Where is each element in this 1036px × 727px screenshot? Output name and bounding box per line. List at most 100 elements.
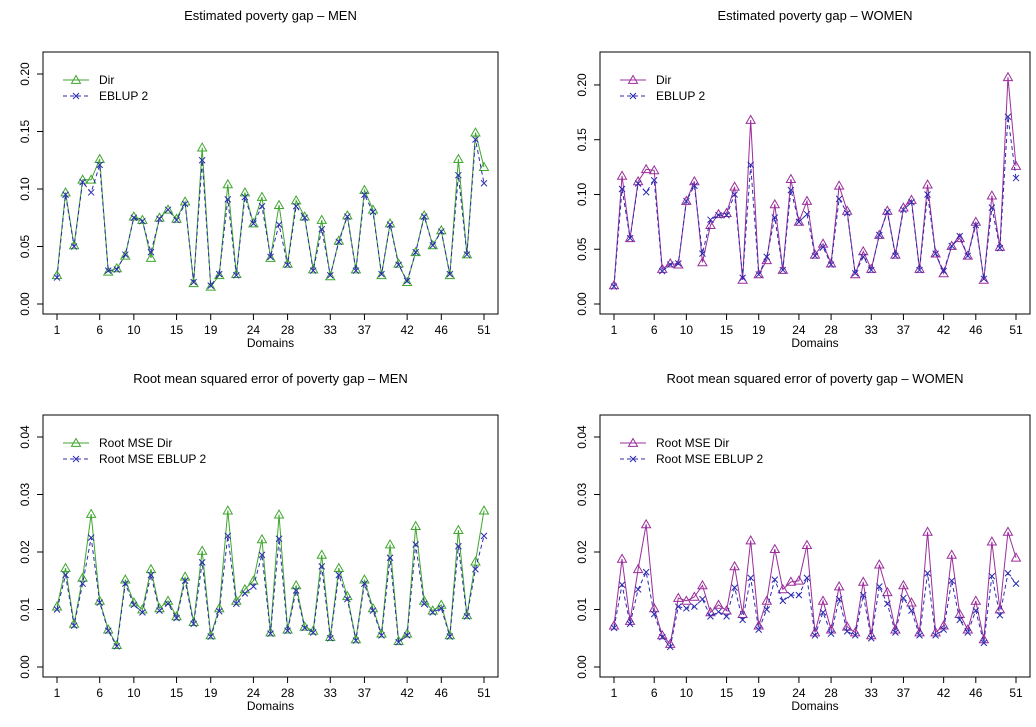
series-line — [56, 535, 485, 648]
x-tick-label: 46 — [435, 323, 449, 337]
data-point-x — [403, 632, 411, 639]
data-point-x — [811, 632, 819, 639]
y-tick-label: 0.02 — [18, 540, 32, 564]
data-point-x — [446, 633, 454, 640]
x-tick-label: 37 — [897, 686, 911, 700]
data-point-x — [113, 266, 121, 273]
data-point-x — [811, 252, 819, 260]
data-point-triangle — [1002, 526, 1014, 536]
legend-label: Dir — [656, 73, 671, 87]
x-tick-label: 51 — [477, 323, 491, 337]
data-point-x — [156, 215, 163, 223]
x-tick-label: 6 — [96, 686, 103, 700]
data-point-x — [403, 277, 411, 285]
data-point-x — [198, 156, 206, 164]
data-point-x — [258, 551, 266, 559]
data-point-x — [207, 633, 215, 640]
x-tick-label: 42 — [400, 323, 414, 337]
x-tick-label: 19 — [752, 686, 766, 700]
data-point-x — [139, 217, 146, 225]
data-point-x — [437, 228, 445, 235]
x-tick-label: 15 — [720, 323, 734, 337]
data-point-x — [691, 603, 698, 610]
data-point-x — [79, 178, 86, 186]
data-point-x — [284, 261, 291, 269]
x-tick-label: 1 — [611, 686, 618, 700]
series-eblup — [53, 532, 488, 650]
data-point-x — [900, 594, 907, 602]
series-line — [56, 139, 485, 287]
data-point-x — [739, 616, 746, 624]
data-point-triangle — [478, 161, 490, 172]
y-tick-label: 0.20 — [18, 62, 32, 86]
y-tick-label: 0.15 — [575, 128, 589, 152]
data-point-triangle — [962, 250, 974, 260]
data-point-triangle — [729, 560, 740, 571]
data-point-triangle — [777, 583, 789, 594]
data-point-x — [53, 606, 61, 613]
data-point-x — [803, 574, 811, 582]
data-point-x — [420, 600, 428, 608]
x-tick-label: 19 — [204, 323, 218, 337]
y-tick-label: 0.20 — [575, 73, 589, 97]
data-point-triangle — [745, 114, 757, 124]
y-tick-label: 0.10 — [18, 177, 32, 201]
data-point-x — [1012, 174, 1020, 182]
data-point-triangle — [785, 576, 797, 586]
data-point-x — [763, 606, 771, 613]
data-point-triangle — [188, 277, 200, 288]
data-point-x — [147, 248, 155, 256]
legend-label: Dir — [99, 73, 114, 87]
legend-triangle-marker — [627, 437, 639, 447]
data-point-triangle — [60, 562, 71, 572]
y-tick-label: 0.15 — [18, 119, 32, 143]
x-tick-label: 46 — [969, 323, 983, 337]
y-tick-label: 0.03 — [575, 482, 589, 506]
data-point-triangle — [359, 184, 370, 195]
data-point-x — [715, 608, 722, 616]
data-point-triangle — [256, 191, 268, 201]
data-point-x — [691, 182, 698, 190]
data-point-x — [843, 627, 851, 635]
x-tick-label: 10 — [680, 323, 694, 337]
data-point-triangle — [248, 575, 259, 585]
data-point-x — [301, 624, 309, 632]
data-point-x — [835, 195, 843, 203]
data-point-x — [104, 267, 112, 275]
data-point-x — [121, 580, 129, 587]
data-point-x — [164, 206, 172, 214]
data-point-x — [916, 632, 923, 639]
data-point-x — [215, 607, 223, 615]
data-point-x — [634, 180, 642, 187]
data-point-triangle — [384, 539, 396, 549]
data-point-x — [996, 244, 1004, 252]
data-point-x — [352, 637, 360, 644]
data-point-triangle — [77, 572, 88, 582]
data-point-x — [771, 214, 779, 221]
legend-triangle-marker — [70, 74, 82, 84]
data-point-triangle — [640, 518, 652, 529]
data-point-x — [369, 208, 377, 216]
data-point-x — [113, 642, 121, 650]
x-tick-label: 10 — [127, 323, 141, 337]
data-point-x — [130, 214, 138, 222]
data-point-x — [1004, 113, 1012, 121]
data-point-x — [771, 576, 779, 583]
data-point-triangle — [729, 181, 740, 191]
y-tick-label: 0.03 — [18, 482, 32, 506]
data-point-x — [819, 243, 827, 251]
data-point-x — [723, 211, 730, 219]
data-point-triangle — [672, 592, 684, 602]
x-tick-label: 15 — [720, 686, 734, 700]
x-tick-label: 28 — [281, 686, 295, 700]
data-point-x — [924, 569, 931, 577]
data-point-x — [859, 253, 867, 261]
data-point-x — [715, 211, 722, 219]
data-point-x — [190, 278, 197, 286]
data-point-x — [964, 629, 972, 636]
chart-panel-1: Estimated poverty gap – MEN 1 6 10 15 19 24 28 3… — [18, 8, 499, 350]
data-point-x — [79, 580, 86, 587]
data-point-x — [130, 601, 138, 609]
data-point-x — [87, 534, 95, 541]
series-eblup — [53, 136, 488, 289]
